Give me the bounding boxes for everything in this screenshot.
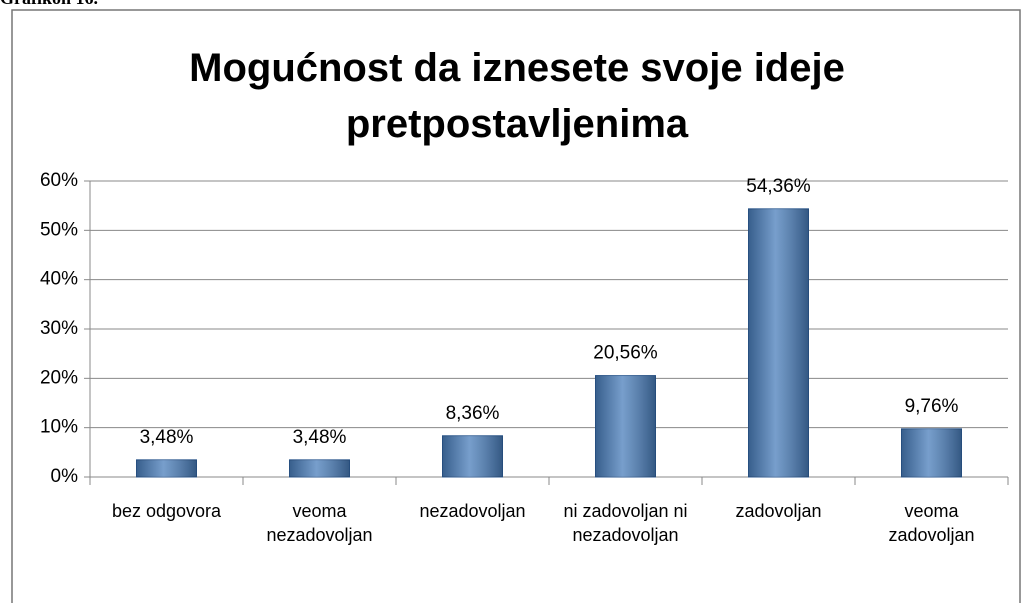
y-tick-label: 0% bbox=[51, 466, 79, 487]
y-tick-label: 60% bbox=[40, 170, 78, 191]
data-label: 20,56% bbox=[593, 343, 658, 364]
x-tick-label: zadovoljan bbox=[735, 501, 822, 521]
y-tick-label: 10% bbox=[40, 417, 78, 438]
y-tick-label: 50% bbox=[40, 219, 78, 240]
data-label: 8,36% bbox=[446, 403, 500, 424]
bar-shine bbox=[748, 208, 809, 477]
bar-shine bbox=[289, 459, 350, 477]
x-tick-label: veoma zadovoljan bbox=[888, 501, 975, 545]
bar-shine bbox=[901, 428, 962, 477]
y-tick-label: 30% bbox=[40, 318, 78, 339]
bar-shine bbox=[595, 375, 656, 477]
chart-title: Mogućnost da iznesete svoje ideje pretpo… bbox=[189, 46, 845, 146]
y-tick-label: 40% bbox=[40, 269, 78, 290]
data-label: 3,48% bbox=[293, 427, 347, 448]
bar-shine bbox=[442, 435, 503, 477]
chart-border bbox=[11, 9, 1021, 603]
data-label: 3,48% bbox=[140, 427, 194, 448]
bar-shine bbox=[136, 459, 197, 477]
x-tick-label: ni zadovoljan ni nezadovoljan bbox=[563, 501, 688, 545]
caption: Grafikon 16. bbox=[0, 0, 98, 9]
y-tick-label: 20% bbox=[40, 367, 78, 388]
data-label: 9,76% bbox=[905, 396, 959, 417]
x-tick-label: nezadovoljan bbox=[419, 501, 526, 521]
data-label: 54,36% bbox=[746, 176, 811, 197]
x-tick-label: veoma nezadovoljan bbox=[266, 501, 373, 545]
x-tick-label: bez odgovora bbox=[111, 501, 222, 521]
